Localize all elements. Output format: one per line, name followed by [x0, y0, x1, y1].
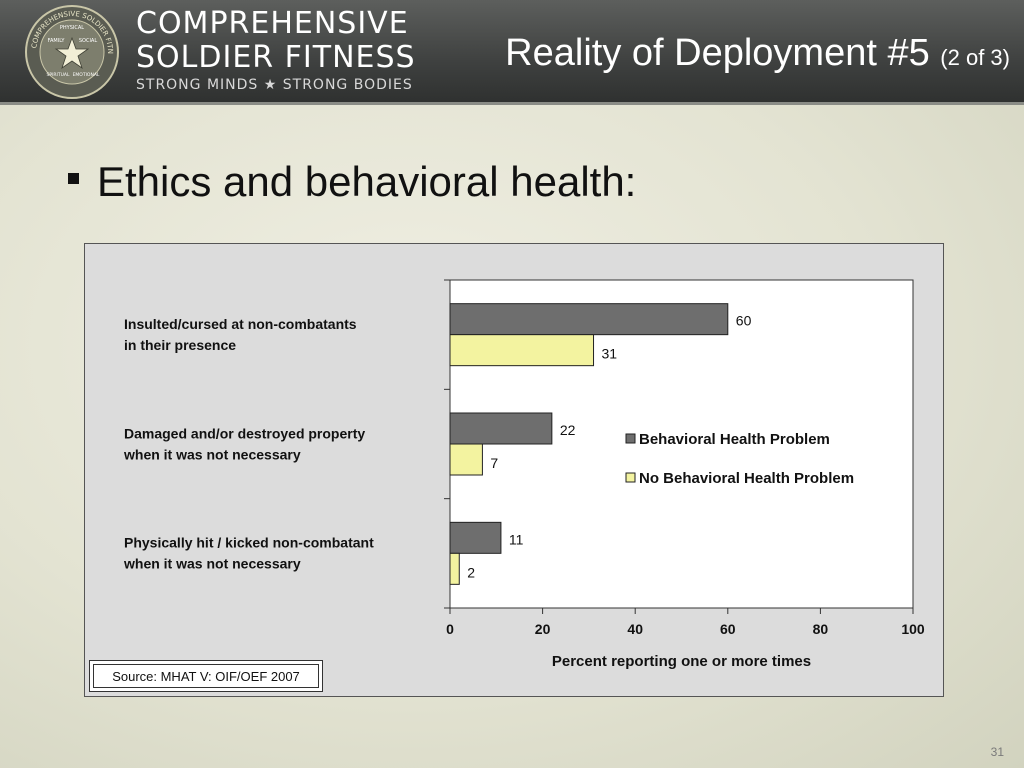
bar — [449, 521, 502, 554]
bar-value-label: 31 — [602, 346, 618, 362]
bar — [449, 443, 483, 476]
legend-swatch — [625, 433, 636, 444]
bar-value-label: 60 — [736, 313, 752, 329]
bar-value-label: 11 — [509, 531, 524, 547]
x-tick-label: 40 — [627, 621, 643, 637]
x-tick-label: 60 — [720, 621, 736, 637]
x-tick-label: 0 — [446, 621, 454, 637]
slide-title-sub: (2 of 3) — [940, 45, 1010, 70]
legend-label: No Behavioral Health Problem — [639, 470, 854, 487]
source-box: Source: MHAT V: OIF/OEF 2007 — [89, 660, 323, 692]
bar-chart: 0 20 40 60 80 100 60 31 Insulted/cursed at non-c… — [123, 279, 925, 670]
legend-swatch — [625, 472, 636, 483]
bar — [449, 552, 460, 585]
x-tick-label: 80 — [813, 621, 829, 637]
brand-tagline: STRONG MINDS ★ STRONG BODIES — [136, 77, 413, 93]
brand-line-1: COMPREHENSIVE — [136, 6, 409, 41]
seal-label-family: FAMILY — [48, 38, 66, 44]
bullet-square-icon — [68, 173, 79, 185]
seal-label-physical: PHYSICAL — [60, 25, 84, 31]
bar — [449, 334, 595, 367]
slide-title: Reality of Deployment #5 (2 of 3) — [505, 32, 1010, 75]
bullet-text: Ethics and behavioral health: — [97, 158, 637, 205]
legend-label: Behavioral Health Problem — [639, 431, 830, 448]
seal-label-spiritual: SPIRITUAL — [47, 72, 70, 78]
bar — [449, 412, 553, 445]
bullet-point: Ethics and behavioral health: — [68, 158, 636, 206]
bar-value-label: 7 — [490, 455, 498, 471]
chart-panel: 0 20 40 60 80 100 60 31 Insulted/cursed at non-c… — [84, 243, 944, 697]
x-tick-label: 100 — [901, 621, 925, 637]
seal-star-icon — [54, 36, 90, 70]
bar-value-label: 2 — [467, 564, 475, 580]
csf-seal-logo: COMPREHENSIVE SOLDIER FITNESS · STRONG M… — [24, 4, 119, 99]
category-label: Physically hit / kicked non-combatant — [124, 535, 374, 551]
category-label: Insulted/cursed at non-combatants — [124, 316, 357, 332]
category-label: when it was not necessary — [123, 556, 301, 572]
seal-label-emotional: EMOTIONAL — [73, 72, 100, 78]
slide-title-main: Reality of Deployment #5 — [505, 32, 930, 74]
x-tick-label: 20 — [535, 621, 551, 637]
bar-value-label: 22 — [560, 422, 576, 438]
page-number: 31 — [990, 745, 1004, 759]
seal-label-social: SOCIAL — [79, 38, 97, 44]
category-label: in their presence — [124, 337, 236, 353]
x-axis-label: Percent reporting one or more times — [552, 653, 811, 670]
header-bar: COMPREHENSIVE SOLDIER FITNESS · STRONG M… — [0, 0, 1024, 105]
category-label: Damaged and/or destroyed property — [124, 425, 365, 441]
bar — [449, 303, 729, 336]
brand-line-2: SOLDIER FITNESS — [136, 40, 416, 75]
source-text: Source: MHAT V: OIF/OEF 2007 — [93, 664, 319, 688]
category-label: when it was not necessary — [123, 446, 301, 462]
